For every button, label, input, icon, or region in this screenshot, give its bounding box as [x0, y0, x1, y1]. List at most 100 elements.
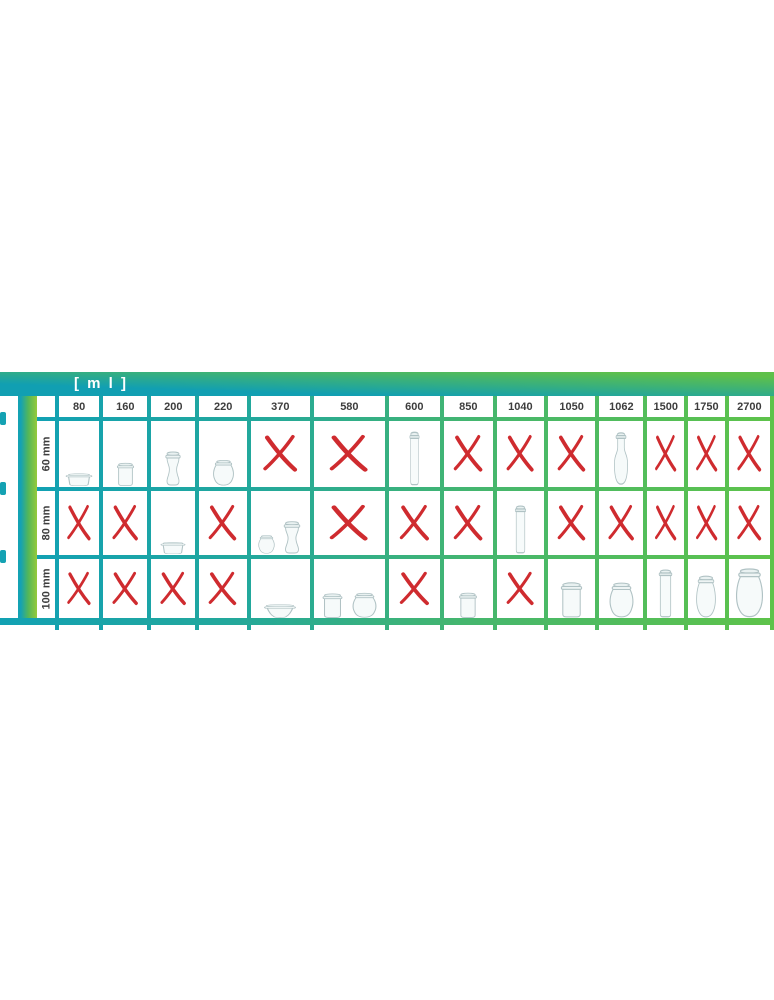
x-icon	[112, 504, 138, 541]
jar-icon	[614, 432, 629, 485]
cell-100mm-200ml	[151, 559, 196, 619]
jar-icon	[352, 592, 377, 618]
cell-60mm-220ml	[199, 421, 247, 487]
x-icon	[453, 504, 483, 541]
jar-icon	[609, 582, 634, 618]
cell-60mm-580ml	[313, 421, 386, 487]
cell-60mm-600ml	[389, 421, 440, 487]
x-icon	[330, 435, 369, 472]
col-header-1500ml: 1500	[647, 396, 685, 417]
cell-80mm-1500ml	[647, 491, 685, 555]
cell-80mm-1050ml	[547, 491, 596, 555]
jar-icon	[116, 462, 134, 486]
corner-spacer	[37, 396, 55, 417]
cell-100mm-160ml	[103, 559, 148, 619]
x-icon	[506, 435, 534, 472]
col-header-850ml: 850	[443, 396, 494, 417]
x-icon	[737, 435, 762, 472]
row-label-80mm: 80 mm	[37, 491, 55, 555]
x-icon	[557, 504, 586, 541]
cell-80mm-1062ml	[599, 491, 644, 555]
jar-icon	[408, 431, 420, 486]
bottom-stub-cell	[151, 623, 196, 630]
left-tick-mark	[0, 482, 6, 495]
jar-icon	[658, 569, 673, 618]
col-header-1040ml: 1040	[497, 396, 544, 417]
bottom-stub-cell	[37, 623, 55, 630]
x-icon	[608, 504, 634, 541]
cell-80mm-200ml	[151, 491, 196, 555]
bottom-stub-cell	[647, 623, 685, 630]
jar-icon	[322, 593, 343, 618]
cell-100mm-1050ml	[547, 559, 596, 619]
x-icon	[67, 504, 91, 541]
col-header-200ml: 200	[151, 396, 196, 417]
cell-60mm-370ml	[250, 421, 310, 487]
cell-80mm-160ml	[103, 491, 148, 555]
x-icon	[557, 435, 586, 472]
cell-80mm-80ml	[59, 491, 100, 555]
unit-label: [ m l ]	[74, 375, 128, 392]
cell-80mm-1040ml	[497, 491, 544, 555]
bottom-stub-cell	[599, 623, 644, 630]
cell-100mm-1500ml	[647, 559, 685, 619]
row-label-text: 80 mm	[40, 505, 53, 541]
x-icon	[506, 572, 534, 606]
jar-icon	[514, 505, 527, 554]
cell-60mm-200ml	[151, 421, 196, 487]
cell-100mm-600ml	[389, 559, 440, 619]
bottom-stub-cell	[688, 623, 725, 630]
x-icon	[263, 435, 297, 472]
gradient-sidebar	[18, 396, 37, 625]
cell-60mm-2700ml	[728, 421, 770, 487]
bottom-stub-cell	[59, 623, 100, 630]
cell-80mm-1750ml	[688, 491, 725, 555]
col-header-580ml: 580	[313, 396, 386, 417]
cell-80mm-220ml	[199, 491, 247, 555]
bottom-stub-cell	[547, 623, 596, 630]
cell-100mm-580ml	[313, 559, 386, 619]
row-label-text: 100 mm	[40, 568, 53, 610]
x-icon	[67, 572, 91, 606]
x-icon	[695, 504, 717, 541]
bottom-stub-cell	[443, 623, 494, 630]
col-header-1750ml: 1750	[688, 396, 725, 417]
x-icon	[112, 572, 138, 606]
x-icon	[330, 504, 369, 541]
bottom-stub-cell	[728, 623, 770, 630]
col-header-2700ml: 2700	[728, 396, 770, 417]
cell-80mm-370ml	[250, 491, 310, 555]
cell-100mm-370ml	[250, 559, 310, 619]
cell-80mm-2700ml	[728, 491, 770, 555]
cell-100mm-2700ml	[728, 559, 770, 619]
bottom-stub-cell	[389, 623, 440, 630]
cell-80mm-850ml	[443, 491, 494, 555]
jar-icon	[283, 521, 301, 554]
x-icon	[160, 572, 186, 606]
jar-icon	[459, 592, 478, 618]
bottom-stub-cell	[313, 623, 386, 630]
cell-100mm-850ml	[443, 559, 494, 619]
cell-60mm-160ml	[103, 421, 148, 487]
x-icon	[695, 435, 717, 472]
row-label-text: 60 mm	[40, 436, 53, 472]
jar-icon	[258, 535, 275, 554]
x-icon	[737, 504, 762, 541]
bottom-line	[0, 618, 774, 625]
cell-80mm-600ml	[389, 491, 440, 555]
cell-60mm-850ml	[443, 421, 494, 487]
cell-60mm-1050ml	[547, 421, 596, 487]
jar-icon	[560, 582, 583, 618]
bottom-stub-cell	[250, 623, 310, 630]
cell-60mm-1062ml	[599, 421, 644, 487]
jar-icon	[696, 575, 717, 618]
cell-60mm-1040ml	[497, 421, 544, 487]
bottom-stub-cell	[199, 623, 247, 630]
col-header-600ml: 600	[389, 396, 440, 417]
cell-100mm-1750ml	[688, 559, 725, 619]
cell-100mm-1040ml	[497, 559, 544, 619]
table-wrap: 80 160 200 220 370 580 600 850 1040 1050 1062 1500 1…	[0, 396, 774, 636]
col-header-1062ml: 1062	[599, 396, 644, 417]
x-icon	[654, 435, 677, 472]
